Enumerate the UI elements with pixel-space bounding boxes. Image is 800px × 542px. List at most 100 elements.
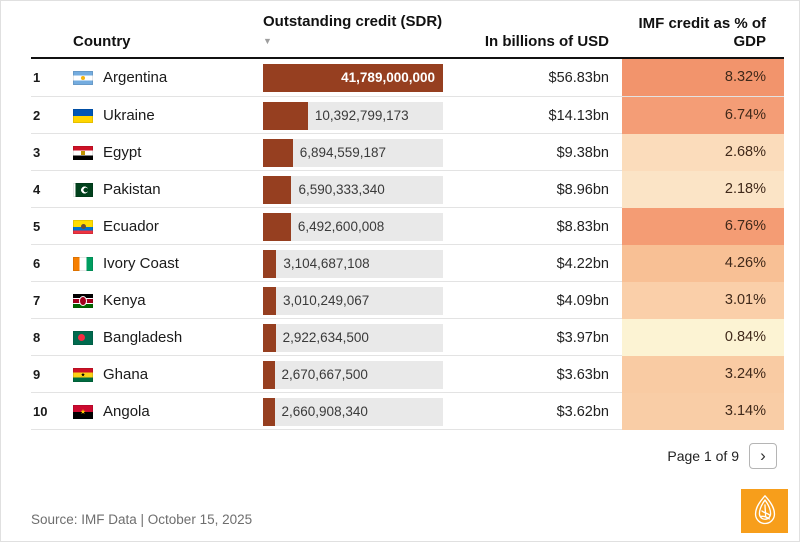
credit-bar-cell: 3,104,687,108 <box>263 245 443 282</box>
credit-bar <box>263 138 293 167</box>
credit-column-header[interactable]: Outstanding credit (SDR) ▼ <box>263 9 443 47</box>
bar-track: 41,789,000,000 <box>263 63 443 92</box>
table-row: 7 Kenya 3,010,249,067 $4.09bn 3.01% <box>31 281 784 319</box>
gdp-cell: 3.24% <box>622 356 784 393</box>
bar-track: 3,010,249,067 <box>263 286 443 315</box>
table-row: 4 Pakistan 6,590,333,340 $8.96bn 2.18% <box>31 170 784 208</box>
ecuador-flag-icon <box>73 219 93 234</box>
usd-value: $14.13bn <box>548 107 609 124</box>
credit-value: 2,922,634,500 <box>282 329 369 345</box>
country-cell: Angola <box>73 403 263 420</box>
next-page-button[interactable]: › <box>749 443 777 469</box>
bar-track: 6,492,600,008 <box>263 212 443 241</box>
usd-value: $4.09bn <box>556 292 609 309</box>
bangladesh-flag-icon <box>73 330 93 345</box>
rank-label: 1 <box>33 70 41 85</box>
credit-bar <box>263 249 277 278</box>
usd-column-header[interactable]: In billions of USD <box>484 33 609 50</box>
sort-desc-icon[interactable]: ▼ <box>263 36 272 46</box>
table-body: 1 Argentina 41,789,000,000 $56.83bn 8.32… <box>31 59 784 430</box>
country-name: Ukraine <box>103 107 155 124</box>
country-name: Pakistan <box>103 181 161 198</box>
gdp-cell: 2.18% <box>622 171 784 208</box>
table-row: 2 Ukraine 10,392,799,173 $14.13bn 6.74% <box>31 96 784 134</box>
country-name: Angola <box>103 403 150 420</box>
credit-bar <box>263 286 276 315</box>
table-row: 9 Ghana 2,670,667,500 $3.63bn 3.24% <box>31 355 784 393</box>
credit-value: 41,789,000,000 <box>341 69 435 85</box>
credit-value: 3,010,249,067 <box>282 292 370 308</box>
table-row: 6 Ivory Coast 3,104,687,108 $4.22bn 4.26… <box>31 244 784 282</box>
credit-column-label: Outstanding credit (SDR) <box>263 13 443 30</box>
chevron-right-icon: › <box>760 445 766 465</box>
country-cell: Bangladesh <box>73 329 263 346</box>
rank-label: 6 <box>33 256 41 271</box>
usd-value: $8.96bn <box>556 181 609 198</box>
credit-bar-cell: 2,922,634,500 <box>263 319 443 356</box>
pakistan-flag-icon <box>73 182 93 197</box>
rank-label: 7 <box>33 293 41 308</box>
country-name: Ecuador <box>103 218 159 235</box>
bar-track: 6,894,559,187 <box>263 138 443 167</box>
credit-value: 2,660,908,340 <box>281 403 368 419</box>
table-row: 10 Angola 2,660,908,340 $3.62bn 3.14% <box>31 392 784 430</box>
rank-label: 3 <box>33 145 41 160</box>
country-cell: Kenya <box>73 292 263 309</box>
bar-track: 2,670,667,500 <box>263 360 443 389</box>
credit-bar <box>263 323 276 352</box>
rank-label: 9 <box>33 367 41 382</box>
country-name: Argentina <box>103 69 168 86</box>
rank-label: 4 <box>33 182 41 197</box>
ivory-coast-flag-icon <box>73 256 93 271</box>
usd-value: $56.83bn <box>548 69 609 86</box>
credit-bar <box>263 101 308 130</box>
rank-label: 2 <box>33 108 41 123</box>
ukraine-flag-icon <box>73 108 93 123</box>
bar-track: 10,392,799,173 <box>263 101 443 130</box>
gdp-cell: 3.01% <box>622 282 784 319</box>
al-jazeera-flame-icon <box>754 494 775 525</box>
angola-flag-icon <box>73 404 93 419</box>
pagination: Page 1 of 9 › <box>667 443 777 469</box>
country-name: Ivory Coast <box>103 255 179 272</box>
bar-track: 2,660,908,340 <box>263 397 443 426</box>
credit-bar-cell: 10,392,799,173 <box>263 97 443 134</box>
credit-bar <box>263 360 275 389</box>
credit-value: 6,590,333,340 <box>298 181 385 197</box>
bar-track: 3,104,687,108 <box>263 249 443 278</box>
credit-bar-cell: 2,660,908,340 <box>263 393 443 430</box>
country-cell: Ivory Coast <box>73 255 263 272</box>
table-row: 3 Egypt 6,894,559,187 $9.38bn 2.68% <box>31 133 784 171</box>
table-row: 8 Bangladesh 2,922,634,500 $3.97bn 0.84% <box>31 318 784 356</box>
country-cell: Pakistan <box>73 181 263 198</box>
gdp-cell: 8.32% <box>622 59 784 96</box>
al-jazeera-logo <box>741 489 788 533</box>
gdp-column-header[interactable]: IMF credit as % of GDP <box>638 15 766 50</box>
table-header-row: Country Outstanding credit (SDR) ▼ In bi… <box>31 9 784 59</box>
country-cell: Argentina <box>73 69 263 86</box>
country-name: Kenya <box>103 292 146 309</box>
gdp-cell: 2.68% <box>622 134 784 171</box>
table-row: 1 Argentina 41,789,000,000 $56.83bn 8.32… <box>31 59 784 96</box>
credit-bar-cell: 41,789,000,000 <box>263 59 443 96</box>
country-name: Ghana <box>103 366 149 383</box>
gdp-cell: 6.74% <box>622 97 784 134</box>
credit-value: 3,104,687,108 <box>283 255 370 271</box>
credit-value: 6,894,559,187 <box>299 144 387 160</box>
usd-value: $3.97bn <box>556 329 609 346</box>
country-name: Egypt <box>103 144 142 161</box>
usd-value: $8.83bn <box>556 218 609 235</box>
usd-value: $3.63bn <box>556 366 609 383</box>
credit-value: 2,670,667,500 <box>281 366 368 382</box>
credit-value: 6,492,600,008 <box>297 218 385 234</box>
gdp-cell: 3.14% <box>622 393 784 430</box>
bar-track: 2,922,634,500 <box>263 323 443 352</box>
bar-track: 6,590,333,340 <box>263 175 443 204</box>
usd-value: $9.38bn <box>556 144 609 161</box>
country-column-header: Country <box>73 33 131 50</box>
credit-bar <box>263 63 443 92</box>
credit-bar-cell: 2,670,667,500 <box>263 356 443 393</box>
credit-bar-cell: 6,492,600,008 <box>263 208 443 245</box>
imf-credit-table: Country Outstanding credit (SDR) ▼ In bi… <box>31 9 784 430</box>
credit-bar <box>263 175 292 204</box>
